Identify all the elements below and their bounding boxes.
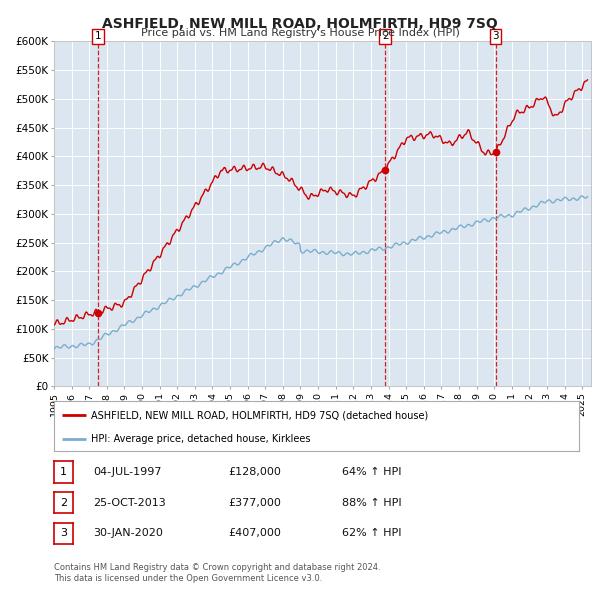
Text: ASHFIELD, NEW MILL ROAD, HOLMFIRTH, HD9 7SQ: ASHFIELD, NEW MILL ROAD, HOLMFIRTH, HD9 … <box>102 17 498 31</box>
Text: HPI: Average price, detached house, Kirklees: HPI: Average price, detached house, Kirk… <box>91 434 310 444</box>
Text: £407,000: £407,000 <box>228 529 281 538</box>
Text: 30-JAN-2020: 30-JAN-2020 <box>93 529 163 538</box>
Text: 3: 3 <box>60 529 67 538</box>
Text: 1: 1 <box>95 31 101 41</box>
Text: 25-OCT-2013: 25-OCT-2013 <box>93 498 166 507</box>
Text: Price paid vs. HM Land Registry's House Price Index (HPI): Price paid vs. HM Land Registry's House … <box>140 28 460 38</box>
Text: 62% ↑ HPI: 62% ↑ HPI <box>342 529 401 538</box>
Text: 2: 2 <box>382 31 389 41</box>
Text: 1: 1 <box>60 467 67 477</box>
Text: Contains HM Land Registry data © Crown copyright and database right 2024.: Contains HM Land Registry data © Crown c… <box>54 563 380 572</box>
Text: 88% ↑ HPI: 88% ↑ HPI <box>342 498 401 507</box>
Text: 64% ↑ HPI: 64% ↑ HPI <box>342 467 401 477</box>
Text: £377,000: £377,000 <box>228 498 281 507</box>
Text: 3: 3 <box>492 31 499 41</box>
Text: 2: 2 <box>60 498 67 507</box>
Text: 04-JUL-1997: 04-JUL-1997 <box>93 467 161 477</box>
Text: This data is licensed under the Open Government Licence v3.0.: This data is licensed under the Open Gov… <box>54 574 322 583</box>
Text: ASHFIELD, NEW MILL ROAD, HOLMFIRTH, HD9 7SQ (detached house): ASHFIELD, NEW MILL ROAD, HOLMFIRTH, HD9 … <box>91 410 428 420</box>
Text: £128,000: £128,000 <box>228 467 281 477</box>
